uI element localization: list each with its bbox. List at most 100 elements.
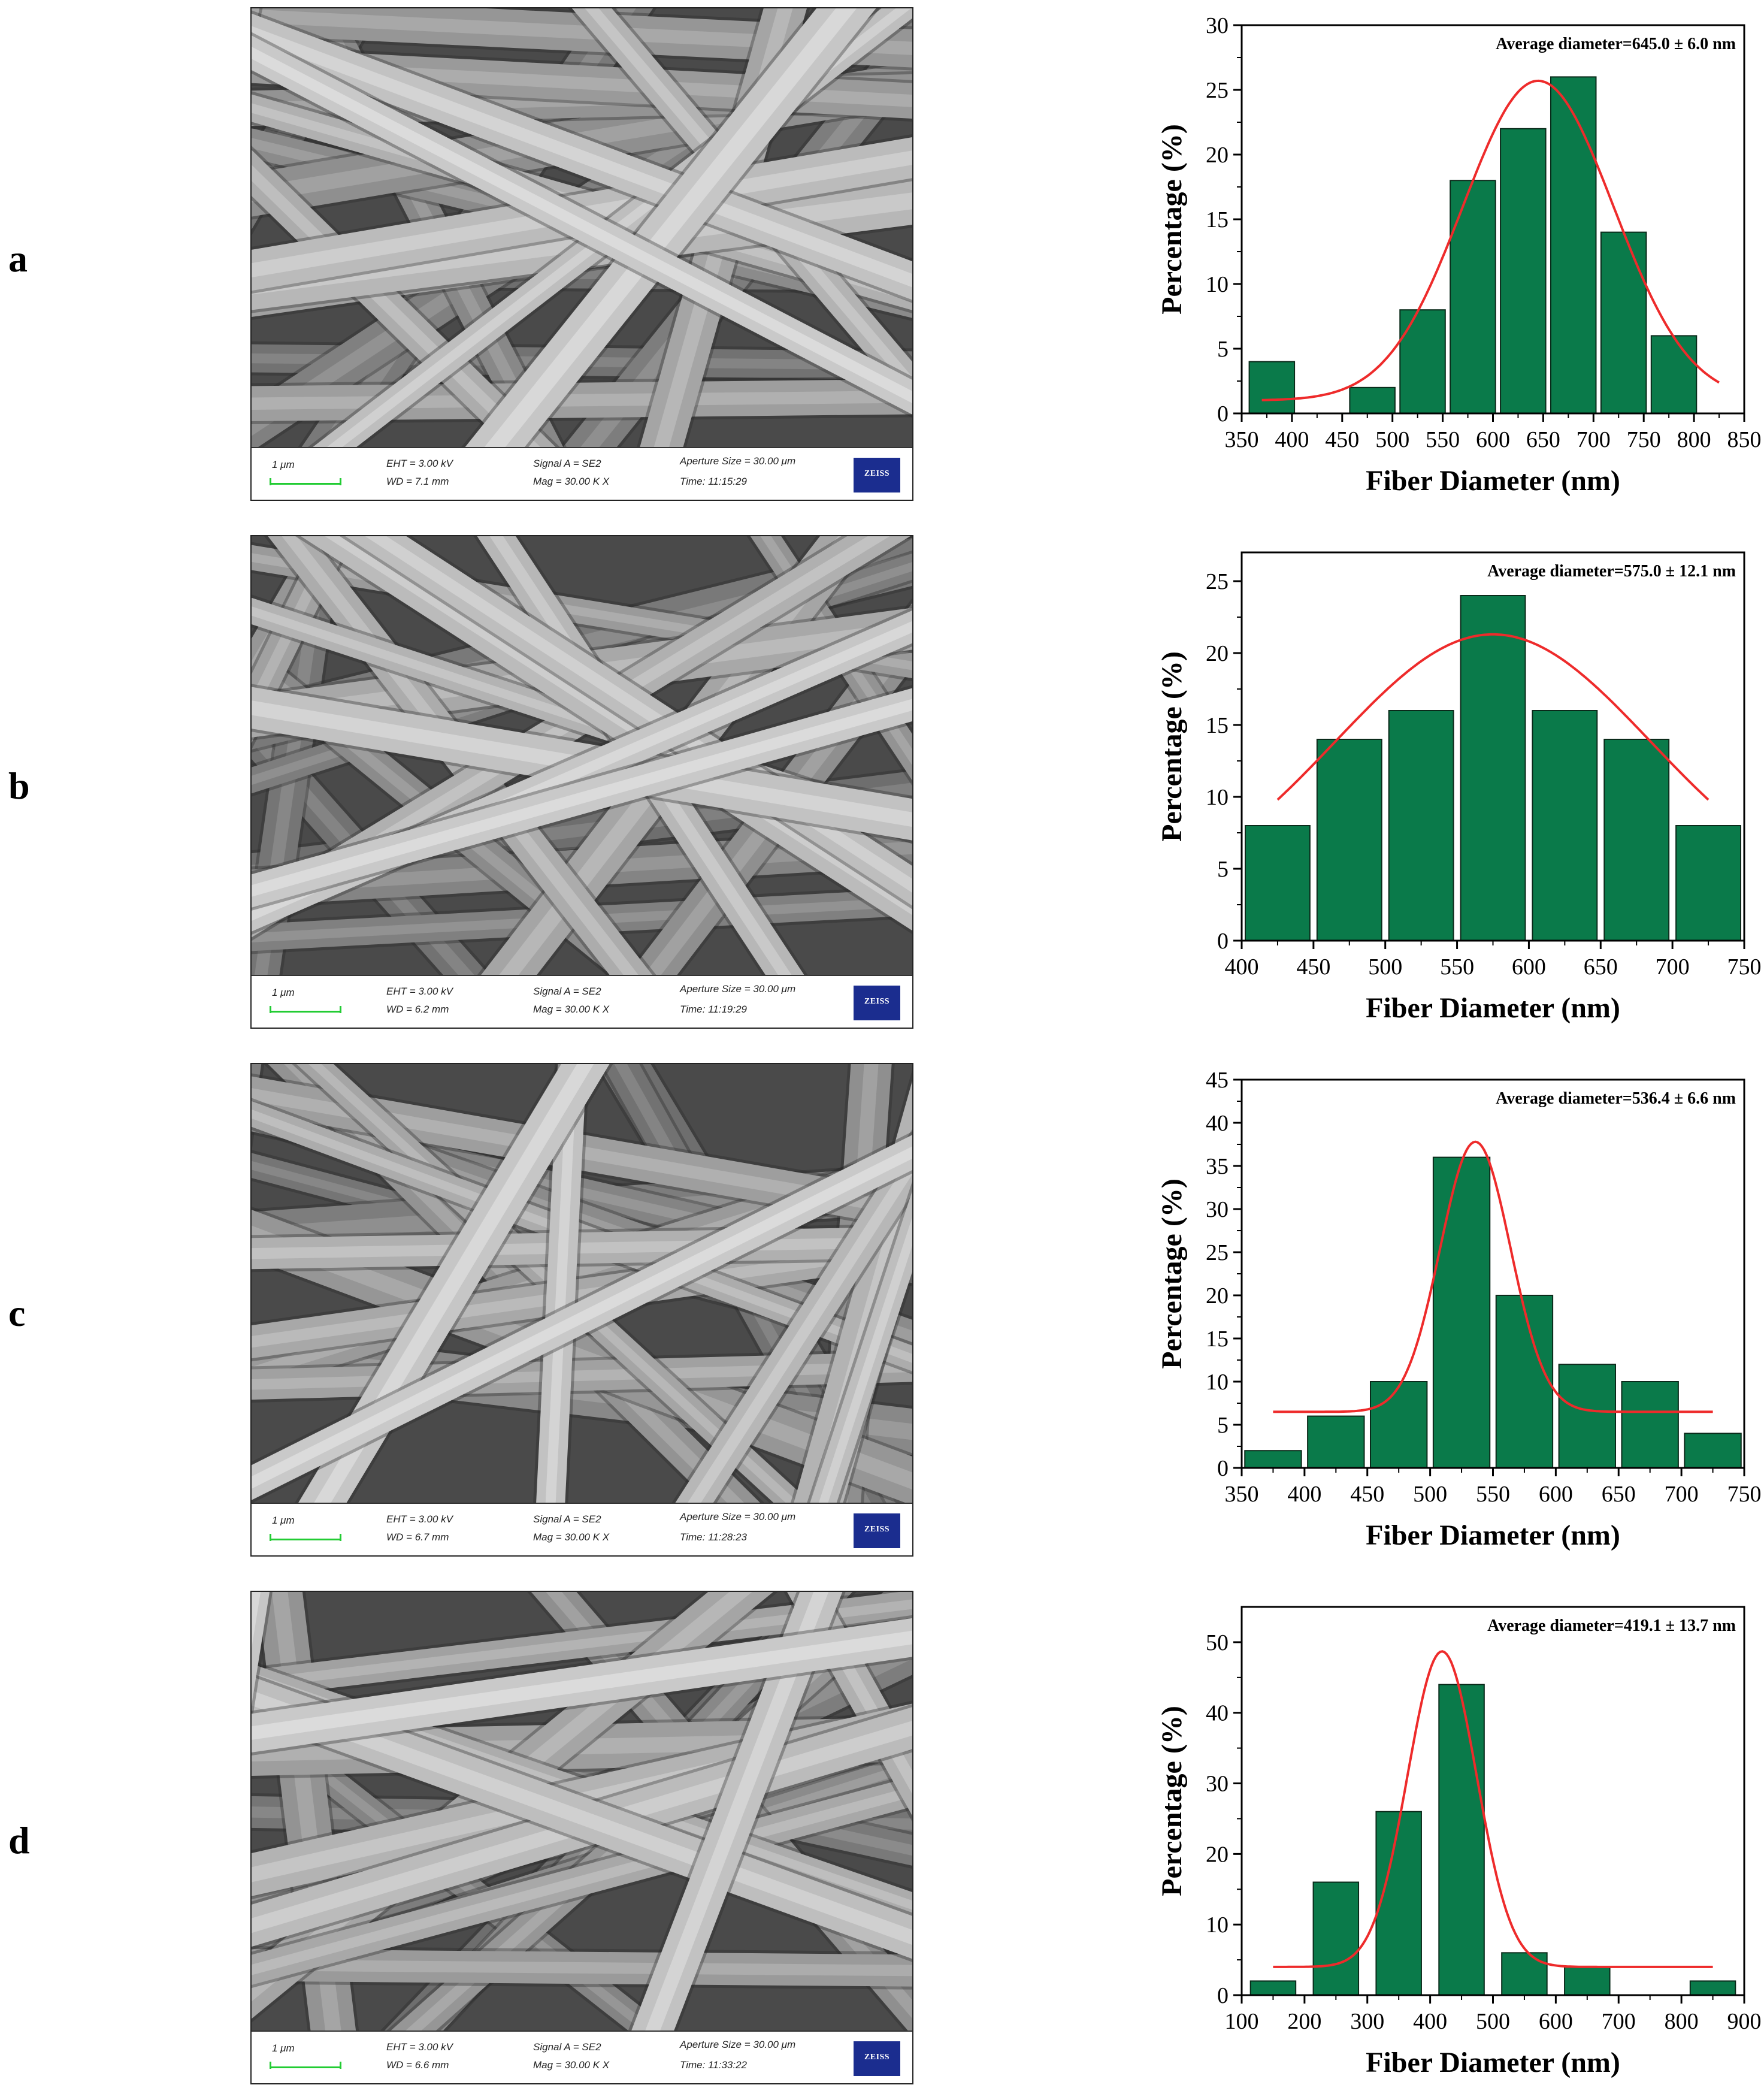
histogram-bar bbox=[1438, 1684, 1485, 1996]
histogram-bar bbox=[1312, 1881, 1360, 1996]
y-tick-label: 15 bbox=[1206, 1327, 1229, 1352]
histogram-bar bbox=[1564, 1966, 1611, 1996]
histogram-chart-d: 100 200 300 400 500 600 700 800 900 0 10 20 30 40 50 Fi… bbox=[1138, 1582, 1764, 2097]
x-tick-label: 850 bbox=[1727, 427, 1762, 452]
histogram-bar bbox=[1244, 1450, 1302, 1469]
x-axis-label: Fiber Diameter (nm) bbox=[1366, 1519, 1620, 1551]
wd-value: WD = 6.7 mm bbox=[386, 1531, 449, 1543]
histogram-bar bbox=[1388, 710, 1454, 941]
histogram-bar bbox=[1650, 335, 1698, 415]
time-value: Time: 11:33:22 bbox=[680, 2059, 747, 2071]
x-tick-label: 400 bbox=[1275, 427, 1309, 452]
sem-data-bar: 1 μm EHT = 3.00 kV WD = 7.1 mm Signal A … bbox=[252, 447, 912, 500]
zeiss-logo: ZEISS bbox=[854, 2041, 900, 2076]
panel-label-d: d bbox=[8, 1819, 30, 1862]
y-tick-label: 25 bbox=[1206, 78, 1229, 103]
aperture-value: Aperture Size = 30.00 μm bbox=[680, 1511, 796, 1522]
panel-label-b: b bbox=[8, 765, 30, 807]
y-tick-label: 10 bbox=[1206, 272, 1229, 297]
eht-value: EHT = 3.00 kV bbox=[386, 458, 453, 469]
histogram-bar bbox=[1460, 595, 1526, 941]
x-tick-label: 700 bbox=[1665, 1482, 1699, 1507]
scale-label: 1 μm bbox=[272, 1515, 295, 1526]
scale-bar bbox=[270, 1533, 341, 1541]
gaussian-fit-curve bbox=[1276, 633, 1709, 801]
sem-fiber-texture bbox=[252, 536, 912, 978]
histogram-bar bbox=[1500, 128, 1547, 415]
scale-label: 1 μm bbox=[272, 2042, 295, 2054]
y-tick-label: 30 bbox=[1206, 1772, 1229, 1797]
sem-fiber-texture bbox=[252, 1592, 912, 2034]
histogram-chart-b: 400 450 500 550 600 650 700 750 0 5 10 15 20 25 Fiber … bbox=[1138, 527, 1764, 1043]
zeiss-logo: ZEISS bbox=[854, 1513, 900, 1548]
histogram-bar bbox=[1550, 76, 1597, 414]
gaussian-fit-curve bbox=[1273, 1650, 1713, 1968]
x-tick-label: 100 bbox=[1225, 2009, 1259, 2034]
histogram-bar bbox=[1621, 1381, 1679, 1468]
x-axis-label: Fiber Diameter (nm) bbox=[1366, 992, 1620, 1024]
histogram-bar bbox=[1369, 1381, 1428, 1468]
y-tick-label: 30 bbox=[1206, 13, 1229, 38]
mag-value: Mag = 30.00 K X bbox=[533, 1004, 610, 1015]
x-tick-label: 900 bbox=[1727, 2009, 1762, 2034]
y-tick-label: 40 bbox=[1206, 1701, 1229, 1726]
aperture-value: Aperture Size = 30.00 μm bbox=[680, 983, 796, 995]
y-tick-label: 10 bbox=[1206, 1370, 1229, 1395]
x-tick-label: 550 bbox=[1426, 427, 1460, 452]
x-tick-label: 500 bbox=[1368, 954, 1402, 980]
x-tick-label: 550 bbox=[1440, 954, 1474, 980]
histogram-bar bbox=[1316, 739, 1382, 941]
aperture-value: Aperture Size = 30.00 μm bbox=[680, 455, 796, 467]
x-tick-label: 650 bbox=[1584, 954, 1618, 980]
sem-image-b: 1 μm EHT = 3.00 kV WD = 6.2 mm Signal A … bbox=[250, 535, 913, 1029]
panel-label-c: c bbox=[8, 1292, 26, 1334]
y-tick-label: 30 bbox=[1206, 1197, 1229, 1222]
histogram-bar bbox=[1349, 386, 1396, 414]
y-axis-label: Percentage (%) bbox=[1156, 124, 1188, 315]
y-tick-label: 10 bbox=[1206, 785, 1229, 810]
histogram-svg: 100 200 300 400 500 600 700 800 900 0 10 20 30 40 50 Fi… bbox=[1156, 1606, 1762, 2078]
histogram-bar bbox=[1244, 825, 1311, 941]
eht-value: EHT = 3.00 kV bbox=[386, 1513, 453, 1525]
histogram-chart-c: 350 400 450 500 550 600 650 700 750 0 5 10 15 20 25 30 3… bbox=[1138, 1054, 1764, 1570]
histogram-bar bbox=[1600, 231, 1647, 414]
x-tick-label: 450 bbox=[1325, 427, 1359, 452]
histogram-svg: 400 450 500 550 600 650 700 750 0 5 10 15 20 25 Fiber … bbox=[1156, 551, 1762, 1024]
x-tick-label: 450 bbox=[1350, 1482, 1384, 1507]
histogram-bar bbox=[1495, 1295, 1554, 1468]
sem-fiber-texture bbox=[252, 8, 912, 451]
x-tick-label: 800 bbox=[1677, 427, 1711, 452]
sem-image-c: 1 μm EHT = 3.00 kV WD = 6.7 mm Signal A … bbox=[250, 1063, 913, 1557]
average-diameter-annotation: Average diameter=645.0 ± 6.0 nm bbox=[1496, 35, 1736, 53]
x-tick-label: 300 bbox=[1350, 2009, 1384, 2034]
eht-value: EHT = 3.00 kV bbox=[386, 2041, 453, 2053]
time-value: Time: 11:15:29 bbox=[680, 476, 747, 487]
y-tick-label: 45 bbox=[1206, 1068, 1229, 1093]
x-tick-label: 200 bbox=[1287, 2009, 1321, 2034]
y-tick-label: 40 bbox=[1206, 1111, 1229, 1136]
histogram-bar bbox=[1684, 1433, 1742, 1469]
x-tick-label: 400 bbox=[1287, 1482, 1321, 1507]
histogram-bar bbox=[1675, 825, 1742, 941]
y-tick-label: 20 bbox=[1206, 641, 1229, 666]
time-value: Time: 11:19:29 bbox=[680, 1004, 747, 1015]
histogram-bar bbox=[1307, 1415, 1365, 1468]
y-tick-label: 0 bbox=[1217, 401, 1229, 427]
histogram-svg: 350 400 450 500 550 600 650 700 750 0 5 10 15 20 25 30 3… bbox=[1156, 1068, 1762, 1551]
histogram-bar bbox=[1375, 1811, 1422, 1996]
y-tick-label: 25 bbox=[1206, 569, 1229, 594]
histogram-bar bbox=[1532, 710, 1598, 941]
histogram-bar bbox=[1432, 1156, 1491, 1469]
histogram-bar bbox=[1603, 739, 1670, 941]
y-tick-label: 5 bbox=[1217, 1413, 1229, 1438]
y-tick-label: 20 bbox=[1206, 143, 1229, 168]
zeiss-logo: ZEISS bbox=[854, 986, 900, 1020]
signal-value: Signal A = SE2 bbox=[533, 458, 601, 469]
gaussian-fit-curve bbox=[1261, 79, 1720, 401]
x-tick-label: 750 bbox=[1727, 954, 1762, 980]
y-axis-label: Percentage (%) bbox=[1156, 1706, 1188, 1896]
x-axis-label: Fiber Diameter (nm) bbox=[1366, 465, 1620, 497]
y-tick-label: 0 bbox=[1217, 929, 1229, 954]
y-tick-label: 0 bbox=[1217, 1983, 1229, 2008]
scale-label: 1 μm bbox=[272, 987, 295, 998]
